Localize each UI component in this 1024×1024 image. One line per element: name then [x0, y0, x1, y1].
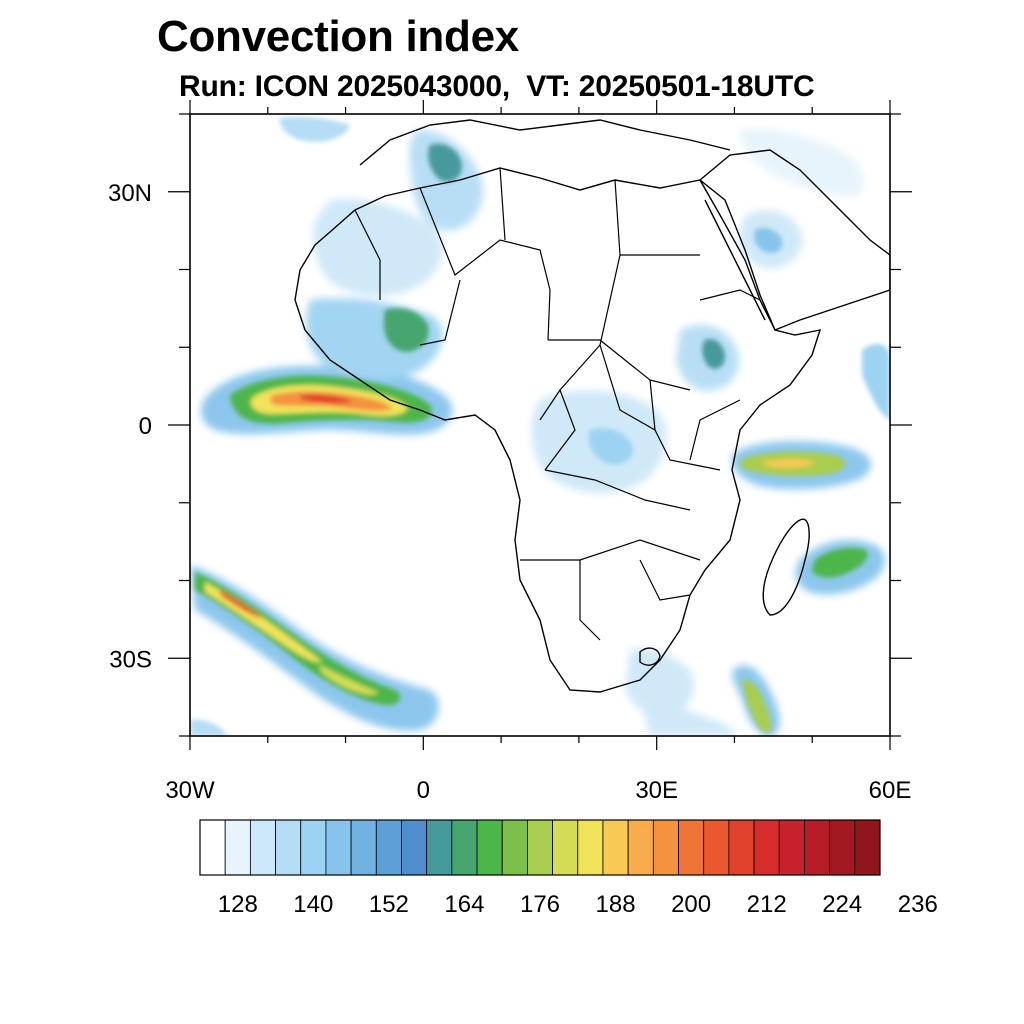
- x-tick-label: 0: [417, 777, 430, 804]
- coastlines: [294, 119, 890, 693]
- colorbar-swatch: [577, 819, 604, 876]
- field-sw-corner: [190, 719, 228, 736]
- colorbar-swatch: [401, 819, 428, 876]
- colorbar-swatch: [552, 819, 579, 876]
- x-axis: 30W 0 30E 60E: [165, 100, 911, 804]
- colorbar-swatch: [350, 819, 377, 876]
- colorbar-label: 188: [596, 891, 636, 918]
- colorbar-swatch: [300, 819, 327, 876]
- field-congo-inner: [588, 428, 633, 465]
- colorbar-label: 212: [747, 891, 787, 918]
- madagascar-coastline: [762, 518, 810, 616]
- colorbar-label: 140: [293, 891, 333, 918]
- colorbar-swatch: [753, 819, 780, 876]
- colorbar-swatch: [476, 819, 503, 876]
- colorbar-frame: [199, 819, 881, 876]
- colorbar-label: 200: [671, 891, 711, 918]
- colorbar-swatch: [602, 819, 629, 876]
- colorbar: 128 140 152 164 176 188 200 212 224 236: [199, 819, 938, 918]
- colorbar-swatch: [703, 819, 730, 876]
- colorbar-label: 152: [369, 891, 409, 918]
- field-south-atlantic-mid: [319, 665, 378, 695]
- colorbar-swatch: [199, 819, 226, 876]
- colorbar-label: 128: [218, 891, 258, 918]
- field-sahara: [313, 198, 443, 297]
- field-south-tail: [640, 700, 735, 736]
- field-ethiopia-inner: [702, 339, 725, 369]
- y-tick-label: 0: [139, 413, 152, 440]
- red-sea-coast: [704, 199, 766, 321]
- convection-field: [190, 116, 890, 736]
- colorbar-swatch: [224, 819, 251, 876]
- field-levant: [740, 128, 864, 197]
- chart-subtitle: Run: ICON 2025043000, VT: 20250501-18UTC: [179, 70, 815, 103]
- colorbar-swatch: [854, 819, 881, 876]
- field-madagascar-inner: [812, 547, 868, 578]
- colorbar-swatch: [728, 819, 755, 876]
- colorbar-swatch: [829, 819, 856, 876]
- arabia-coastline: [699, 149, 890, 331]
- field-gulf-guinea-peak: [299, 394, 352, 404]
- field-south-atlantic-inner: [195, 572, 401, 706]
- chart-title: Convection index: [157, 12, 519, 61]
- y-tick-label: 30N: [108, 180, 152, 207]
- field-south-atlantic-peak: [219, 590, 262, 618]
- colorbar-swatch: [325, 819, 352, 876]
- x-tick-label: 30E: [635, 777, 678, 804]
- field-arabia-inner: [754, 228, 783, 253]
- colorbar-swatch: [778, 819, 805, 876]
- colorbar-swatch: [249, 819, 276, 876]
- colorbar-label: 236: [898, 891, 938, 918]
- colorbar-label: 224: [822, 891, 862, 918]
- colorbar-swatch: [275, 819, 302, 876]
- colorbar-label: 176: [520, 891, 560, 918]
- colorbar-label: 164: [444, 891, 484, 918]
- field-south-indian-inner: [742, 679, 772, 733]
- field-west-africa-core: [383, 308, 429, 352]
- colorbar-swatch: [804, 819, 831, 876]
- field-north-africa-core: [428, 143, 463, 182]
- x-tick-label: 30W: [165, 777, 215, 804]
- colorbar-swatch: [678, 819, 705, 876]
- field-kenya-ocean-core: [760, 459, 815, 468]
- y-tick-label: 30S: [109, 646, 152, 673]
- border-lines: [354, 167, 761, 641]
- y-axis: 30N 0 30S: [108, 113, 912, 737]
- colorbar-swatch: [527, 819, 553, 876]
- field-east-edge: [862, 344, 890, 420]
- colorbar-swatch: [375, 819, 402, 876]
- colorbar-swatch: [501, 819, 528, 876]
- mediterranean-coast: [359, 119, 731, 166]
- colorbar-swatch: [426, 819, 453, 876]
- field-south-africa-east: [625, 648, 694, 716]
- colorbar-swatch: [627, 819, 654, 876]
- colorbar-swatch: [652, 819, 679, 876]
- field-north-west-corner: [279, 116, 350, 142]
- lesotho-outline: [639, 647, 661, 666]
- colorbar-swatch: [451, 819, 478, 876]
- x-tick-label: 60E: [869, 777, 912, 804]
